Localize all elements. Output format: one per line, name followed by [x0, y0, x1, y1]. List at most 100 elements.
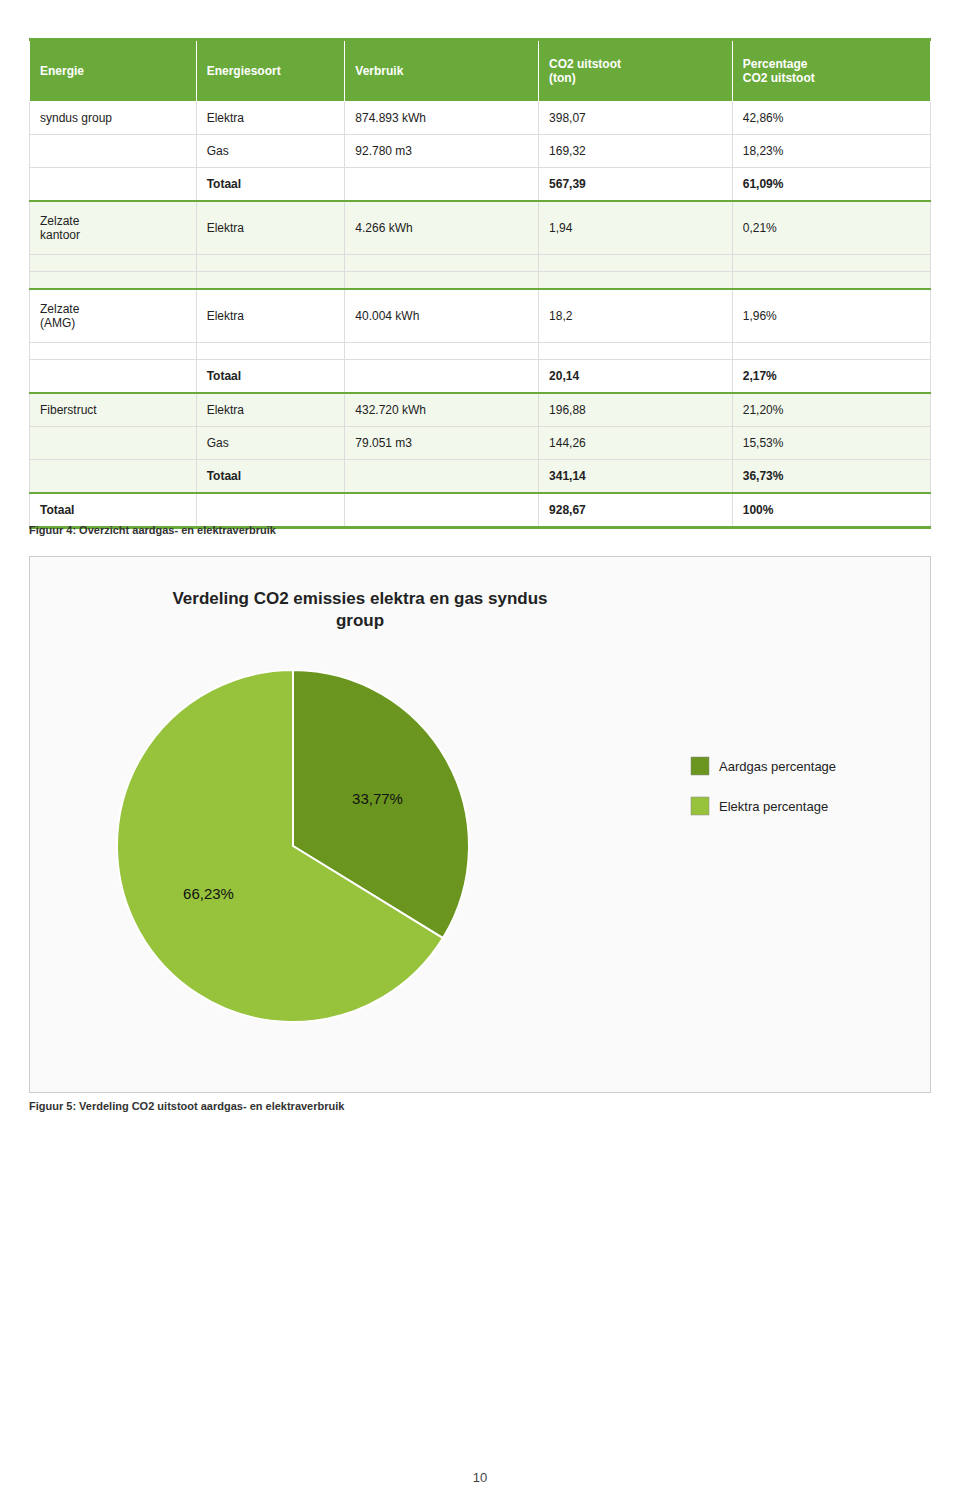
- table-cell: 79.051 m3: [345, 427, 539, 460]
- legend-swatch: [691, 797, 709, 815]
- table-cell: [30, 168, 197, 202]
- table-cell: Totaal: [30, 493, 197, 528]
- legend-label: Aardgas percentage: [719, 759, 836, 774]
- table-cell: [30, 360, 197, 394]
- table-cell: [30, 343, 197, 360]
- table-row: Gas92.780 m3169,3218,23%: [30, 135, 931, 168]
- table-cell: 36,73%: [732, 460, 930, 494]
- pie-slice: [117, 670, 443, 1022]
- table-header-row: EnergieEnergiesoortVerbruikCO2 uitstoot …: [30, 40, 931, 102]
- table-cell: [196, 493, 345, 528]
- page-number: 10: [0, 1470, 960, 1485]
- data-table: EnergieEnergiesoortVerbruikCO2 uitstoot …: [29, 38, 931, 529]
- table-cell: 4.266 kWh: [345, 201, 539, 255]
- table-row: syndus groupElektra874.893 kWh398,0742,8…: [30, 102, 931, 135]
- table-cell: 92.780 m3: [345, 135, 539, 168]
- table-cell: [345, 360, 539, 394]
- table-cell: 144,26: [539, 427, 733, 460]
- table-cell: 0,21%: [732, 201, 930, 255]
- pie-chart: Verdeling CO2 emissies elektra en gas sy…: [29, 556, 931, 1093]
- table-cell: syndus group: [30, 102, 197, 135]
- table-cell: Totaal: [196, 460, 345, 494]
- data-label: 66,23%: [183, 885, 234, 902]
- legend-swatch: [691, 757, 709, 775]
- caption: Figuur 4: Overzicht aardgas- en elektrav…: [29, 524, 276, 536]
- legend-label: Elektra percentage: [719, 799, 828, 814]
- table-cell: 18,23%: [732, 135, 930, 168]
- table-row: Zelzate kantoorElektra4.266 kWh1,940,21%: [30, 201, 931, 255]
- table-cell: 1,94: [539, 201, 733, 255]
- table-cell: [30, 427, 197, 460]
- table-row: [30, 272, 931, 290]
- table-row: FiberstructElektra432.720 kWh196,8821,20…: [30, 393, 931, 427]
- column-header: CO2 uitstoot (ton): [539, 40, 733, 102]
- chart-frame: [30, 557, 931, 1093]
- table-cell: [539, 272, 733, 290]
- table-cell: Zelzate kantoor: [30, 201, 197, 255]
- table-row: [30, 343, 931, 360]
- table-cell: [345, 168, 539, 202]
- table-container: EnergieEnergiesoortVerbruikCO2 uitstoot …: [29, 38, 931, 529]
- table-cell: Elektra: [196, 393, 345, 427]
- table-cell: Elektra: [196, 201, 345, 255]
- table-cell: Gas: [196, 427, 345, 460]
- table-cell: [345, 493, 539, 528]
- table-cell: Gas: [196, 135, 345, 168]
- table-cell: 567,39: [539, 168, 733, 202]
- table-cell: Elektra: [196, 289, 345, 343]
- table-cell: 100%: [732, 493, 930, 528]
- table-cell: 40.004 kWh: [345, 289, 539, 343]
- table-cell: 341,14: [539, 460, 733, 494]
- table-cell: 398,07: [539, 102, 733, 135]
- table-cell: [732, 343, 930, 360]
- table-cell: 874.893 kWh: [345, 102, 539, 135]
- table-cell: [345, 343, 539, 360]
- table-cell: Totaal: [196, 168, 345, 202]
- legend: Aardgas percentage Elektra percentage: [691, 757, 836, 815]
- table-cell: [196, 272, 345, 290]
- table-row: Totaal 341,1436,73%: [30, 460, 931, 494]
- column-header: Verbruik: [345, 40, 539, 102]
- table-row: Totaal 20,142,17%: [30, 360, 931, 394]
- table-cell: [30, 255, 197, 272]
- column-header: Percentage CO2 uitstoot: [732, 40, 930, 102]
- table-cell: 196,88: [539, 393, 733, 427]
- table-cell: Elektra: [196, 102, 345, 135]
- table-cell: 61,09%: [732, 168, 930, 202]
- table-cell: [732, 272, 930, 290]
- table-cell: 15,53%: [732, 427, 930, 460]
- table-cell: 18,2: [539, 289, 733, 343]
- table-cell: [345, 255, 539, 272]
- chart-title: Verdeling CO2 emissies elektra en gas sy…: [172, 589, 547, 630]
- data-label: 33,77%: [352, 790, 403, 807]
- table-row: [30, 255, 931, 272]
- table-row: Gas79.051 m3144,2615,53%: [30, 427, 931, 460]
- table-cell: 928,67: [539, 493, 733, 528]
- table-row: Zelzate (AMG)Elektra40.004 kWh18,21,96%: [30, 289, 931, 343]
- table-cell: 21,20%: [732, 393, 930, 427]
- table-cell: 432.720 kWh: [345, 393, 539, 427]
- pie-container: Verdeling CO2 emissies elektra en gas sy…: [29, 556, 931, 1093]
- column-header: Energie: [30, 40, 197, 102]
- table-cell: 2,17%: [732, 360, 930, 394]
- table-cell: [196, 255, 345, 272]
- table-cell: 169,32: [539, 135, 733, 168]
- table-cell: Totaal: [196, 360, 345, 394]
- table-cell: [345, 460, 539, 494]
- table-row: Totaal 928,67100%: [30, 493, 931, 528]
- table-cell: 42,86%: [732, 102, 930, 135]
- table-cell: [30, 460, 197, 494]
- table-cell: [30, 135, 197, 168]
- pie-slices: [117, 670, 469, 1022]
- table-row: Totaal 567,3961,09%: [30, 168, 931, 202]
- table-cell: [30, 272, 197, 290]
- table-cell: [732, 255, 930, 272]
- table-cell: 1,96%: [732, 289, 930, 343]
- table-cell: Zelzate (AMG): [30, 289, 197, 343]
- caption: Figuur 5: Verdeling CO2 uitstoot aardgas…: [29, 1100, 344, 1112]
- table-cell: 20,14: [539, 360, 733, 394]
- table-cell: [539, 255, 733, 272]
- table-cell: [345, 272, 539, 290]
- table-cell: Fiberstruct: [30, 393, 197, 427]
- column-header: Energiesoort: [196, 40, 345, 102]
